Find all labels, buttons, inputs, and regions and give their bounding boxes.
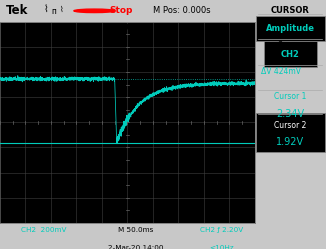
FancyBboxPatch shape (256, 16, 325, 41)
Text: Stop: Stop (110, 6, 133, 15)
Text: Cursor 1: Cursor 1 (274, 92, 307, 102)
Text: M Pos: 0.000s: M Pos: 0.000s (153, 6, 211, 15)
Text: CH2 ƒ 2.20V: CH2 ƒ 2.20V (200, 227, 243, 233)
Text: Type: Type (282, 17, 299, 26)
Text: ᴨ: ᴨ (51, 7, 56, 16)
Text: ⌇: ⌇ (43, 5, 48, 15)
Text: M 50.0ms: M 50.0ms (118, 227, 153, 233)
Text: CH2: CH2 (281, 50, 300, 59)
Text: <10Hz: <10Hz (209, 245, 234, 249)
Text: 1.92V: 1.92V (276, 137, 304, 147)
Text: 2.34V: 2.34V (276, 109, 304, 119)
Text: ▼: ▼ (124, 22, 131, 31)
FancyBboxPatch shape (264, 41, 317, 67)
FancyBboxPatch shape (256, 113, 325, 152)
Text: Tek: Tek (7, 4, 29, 17)
Text: ◀: ◀ (0, 248, 1, 249)
Text: CURSOR: CURSOR (271, 5, 310, 15)
Circle shape (74, 9, 115, 12)
Text: 2-Mar-20 14:00: 2-Mar-20 14:00 (108, 245, 163, 249)
Text: ΔV 424mV: ΔV 424mV (260, 67, 301, 76)
Text: CH2  200mV: CH2 200mV (21, 227, 67, 233)
Text: Amplitude: Amplitude (266, 24, 315, 33)
Text: Cursor 2: Cursor 2 (274, 122, 307, 130)
Text: ⌇: ⌇ (60, 5, 64, 14)
Text: Source: Source (277, 41, 304, 50)
